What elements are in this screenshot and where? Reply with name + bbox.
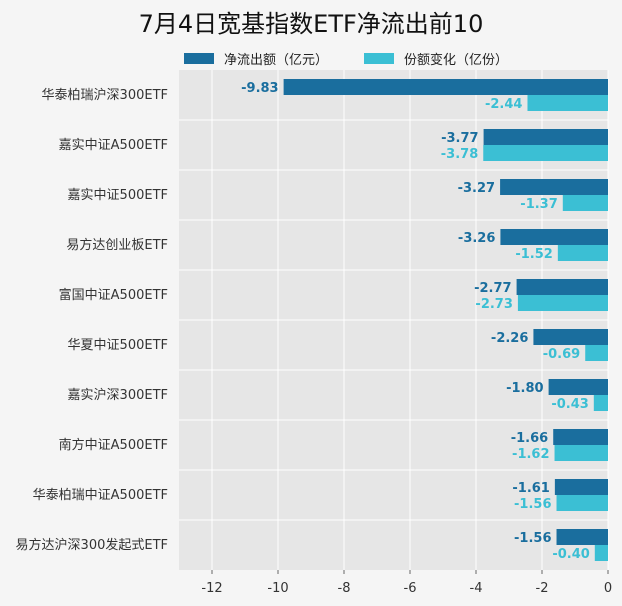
bar-net-outflow xyxy=(500,229,608,245)
legend: 净流出额（亿元） 份额变化（亿份） xyxy=(184,48,544,68)
bar-net-outflow xyxy=(483,129,608,145)
category-label: 嘉实沪深300ETF xyxy=(68,387,168,403)
data-label-share-change: -2.44 xyxy=(485,97,522,112)
bar-share-change xyxy=(562,195,608,211)
x-tick-label: -4 xyxy=(470,581,483,596)
bar-share-change xyxy=(557,245,608,261)
bar-share-change xyxy=(585,345,608,361)
x-tick-label: 0 xyxy=(604,581,612,596)
data-label-net-outflow: -2.77 xyxy=(474,281,511,296)
bar-net-outflow xyxy=(283,79,608,95)
bar-share-change xyxy=(593,395,608,411)
data-label-share-change: -0.40 xyxy=(552,547,589,562)
data-label-net-outflow: -3.27 xyxy=(458,181,495,196)
legend-swatch-share-change xyxy=(364,52,395,64)
category-label: 华泰柏瑞中证A500ETF xyxy=(33,488,168,503)
data-label-net-outflow: -1.80 xyxy=(506,381,543,396)
bar-net-outflow xyxy=(554,479,608,495)
x-tick-label: -6 xyxy=(404,581,417,596)
x-tick-label: -2 xyxy=(536,581,549,596)
bar-net-outflow xyxy=(516,279,608,295)
bar-net-outflow xyxy=(553,429,608,445)
chart-title: 7月4日宽基指数ETF净流出前10 xyxy=(138,10,484,38)
category-label: 易方达创业板ETF xyxy=(66,237,168,253)
data-label-net-outflow: -1.61 xyxy=(512,481,549,496)
category-label: 南方中证A500ETF xyxy=(59,437,168,453)
bar-share-change xyxy=(556,495,608,511)
category-label: 嘉实中证A500ETF xyxy=(59,138,168,153)
category-label: 嘉实中证500ETF xyxy=(68,188,168,203)
data-label-share-change: -1.62 xyxy=(512,447,549,462)
data-label-net-outflow: -3.26 xyxy=(458,231,495,246)
data-label-share-change: -1.56 xyxy=(514,497,551,512)
bar-share-change xyxy=(594,545,608,561)
category-label: 易方达沪深300发起式ETF xyxy=(16,537,168,553)
x-tick-label: -12 xyxy=(201,581,222,596)
data-label-share-change: -1.52 xyxy=(515,247,552,262)
category-label: 富国中证A500ETF xyxy=(59,287,168,303)
legend-label-share-change: 份额变化（亿份） xyxy=(404,52,509,68)
bar-share-change xyxy=(554,445,608,461)
data-label-share-change: -3.78 xyxy=(441,147,478,162)
bar-net-outflow xyxy=(548,379,608,395)
bar-share-change xyxy=(517,295,608,311)
bar-net-outflow xyxy=(500,179,608,195)
data-label-share-change: -0.43 xyxy=(551,397,588,412)
data-label-net-outflow: -3.77 xyxy=(441,131,478,146)
data-label-share-change: -2.73 xyxy=(475,297,512,312)
x-tick-label: -10 xyxy=(267,581,288,596)
data-label-net-outflow: -1.56 xyxy=(514,531,551,546)
legend-item-net-outflow: 净流出额（亿元） xyxy=(184,49,328,68)
data-label-net-outflow: -9.83 xyxy=(241,81,278,96)
bar-share-change xyxy=(483,145,608,161)
x-tick-label: -8 xyxy=(338,581,351,596)
bar-share-change xyxy=(527,95,608,111)
bar-net-outflow xyxy=(556,529,608,545)
legend-item-share-change: 份额变化（亿份） xyxy=(364,49,508,68)
data-label-net-outflow: -1.66 xyxy=(511,431,548,446)
legend-swatch-net-outflow xyxy=(184,52,214,64)
category-label: 华夏中证500ETF xyxy=(68,338,168,353)
data-label-share-change: -1.37 xyxy=(520,197,557,212)
legend-label-net-outflow: 净流出额（亿元） xyxy=(224,52,329,68)
category-label: 华泰柏瑞沪深300ETF xyxy=(42,87,168,103)
data-label-share-change: -0.69 xyxy=(543,347,580,362)
data-label-net-outflow: -2.26 xyxy=(491,331,528,346)
bar-net-outflow xyxy=(533,329,608,345)
